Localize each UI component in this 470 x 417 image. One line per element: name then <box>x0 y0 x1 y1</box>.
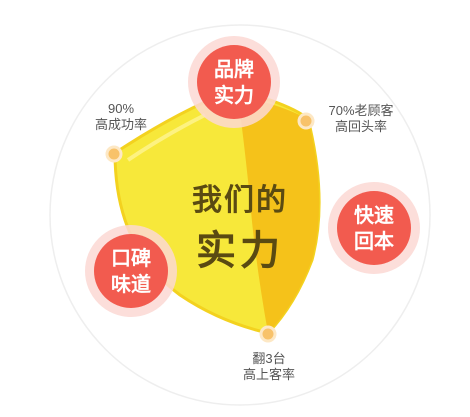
badge-brand: 品牌 实力 <box>194 56 274 108</box>
badge-fast-return-circle <box>328 182 420 274</box>
dot-left <box>105 145 123 163</box>
badge-taste-line2: 味道 <box>111 272 151 296</box>
outer-ring <box>49 24 431 406</box>
shield-title-line1: 我们的 <box>192 183 288 218</box>
stat-repeat-customers: 70%老顾客 高回头率 <box>306 103 416 135</box>
shield-title-line2: 实力 <box>196 227 284 274</box>
badge-brand-line2: 实力 <box>214 83 254 107</box>
stat-table-turnover: 翻3台 高上客率 <box>224 351 314 383</box>
stat-gross-margin-label: 高成功率 <box>94 117 147 132</box>
badge-taste: 口碑 味道 <box>91 245 171 297</box>
stat-table-turnover-label: 高上客率 <box>242 367 295 382</box>
badge-fast-return-line2: 回本 <box>354 229 394 253</box>
badge-taste-circle <box>85 225 177 317</box>
stat-gross-margin: 90% 高成功率 <box>76 101 166 133</box>
badge-fast-return-line1: 快速 <box>354 203 394 227</box>
dot-bottom <box>259 325 277 343</box>
stat-gross-margin-value: 90% <box>107 101 135 116</box>
badge-brand-circle <box>188 36 280 128</box>
stat-repeat-customers-value: 70%老顾客 <box>328 103 394 118</box>
badge-taste-line1: 口碑 <box>111 246 151 270</box>
dot-right <box>297 112 315 130</box>
badge-fast-return: 快速 回本 <box>334 202 414 254</box>
badge-brand-line1: 品牌 <box>214 57 254 81</box>
stat-table-turnover-value: 翻3台 <box>252 351 286 366</box>
stat-repeat-customers-label: 高回头率 <box>334 119 387 134</box>
